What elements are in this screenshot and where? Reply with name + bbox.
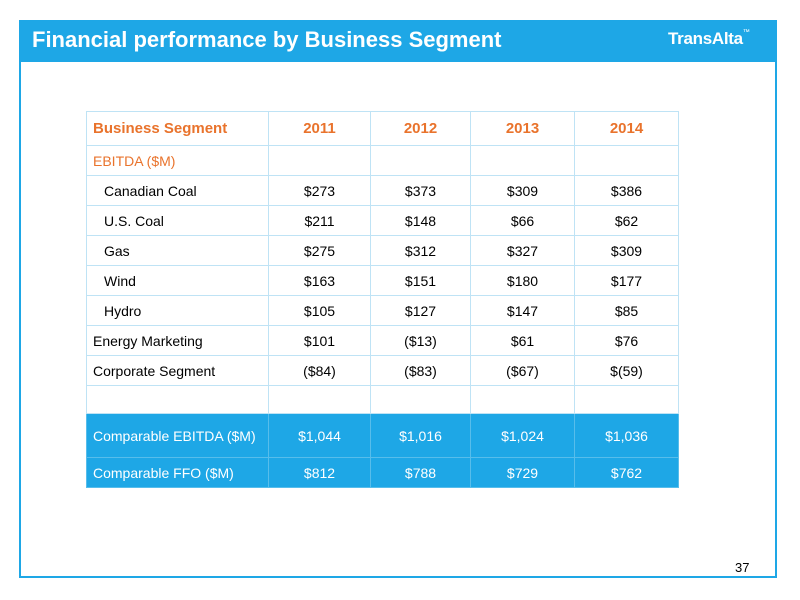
table-cell: ($83) — [370, 355, 471, 386]
table-cell — [370, 385, 471, 414]
row-label: Corporate Segment — [86, 355, 269, 386]
title-bar — [19, 20, 777, 62]
table-cell: ($13) — [370, 325, 471, 356]
slide-title: Financial performance by Business Segmen… — [32, 27, 502, 52]
section-row-ebitda: EBITDA ($M) — [86, 145, 679, 176]
table-cell: $1,036 — [574, 413, 679, 458]
row-label: Hydro — [86, 295, 269, 326]
table-cell — [574, 385, 679, 414]
table-header-row: Business Segment 2011 2012 2013 2014 — [86, 111, 679, 146]
table-row: Canadian Coal $273 $373 $309 $386 — [86, 175, 679, 206]
table-cell — [470, 385, 575, 414]
table-cell: $85 — [574, 295, 679, 326]
summary-row-ffo: Comparable FFO ($M) $812 $788 $729 $762 — [86, 457, 679, 488]
header-2013: 2013 — [470, 111, 575, 146]
table-cell: $151 — [370, 265, 471, 296]
summary-row-ebitda: Comparable EBITDA ($M) $1,044 $1,016 $1,… — [86, 413, 679, 458]
row-label: U.S. Coal — [86, 205, 269, 236]
table-cell: ($67) — [470, 355, 575, 386]
table-row: Corporate Segment ($84) ($83) ($67) $(59… — [86, 355, 679, 386]
table-cell: $327 — [470, 235, 575, 266]
page-number: 37 — [735, 560, 750, 575]
table-cell: $105 — [268, 295, 371, 326]
table-row: Hydro $105 $127 $147 $85 — [86, 295, 679, 326]
table-cell: $1,044 — [268, 413, 371, 458]
table-cell: $312 — [370, 235, 471, 266]
table-cell: $211 — [268, 205, 371, 236]
table-cell — [574, 145, 679, 176]
table-cell: $147 — [470, 295, 575, 326]
section-label: EBITDA ($M) — [86, 145, 269, 176]
table-cell: $(59) — [574, 355, 679, 386]
table-cell: $309 — [470, 175, 575, 206]
logo-trademark: ™ — [742, 29, 750, 36]
row-label: Canadian Coal — [86, 175, 269, 206]
row-label: Gas — [86, 235, 269, 266]
row-label: Comparable FFO ($M) — [86, 457, 269, 488]
table-cell: $275 — [268, 235, 371, 266]
table-row: Energy Marketing $101 ($13) $61 $76 — [86, 325, 679, 356]
table-cell: $729 — [470, 457, 575, 488]
table-cell: $788 — [370, 457, 471, 488]
table-cell: $62 — [574, 205, 679, 236]
table-cell: $1,016 — [370, 413, 471, 458]
table-cell: $177 — [574, 265, 679, 296]
table-cell — [268, 145, 371, 176]
table-cell: $127 — [370, 295, 471, 326]
table-cell: $61 — [470, 325, 575, 356]
table-cell: $76 — [574, 325, 679, 356]
table-cell — [268, 385, 371, 414]
table-cell — [86, 385, 269, 414]
header-2014: 2014 — [574, 111, 679, 146]
logo-text: TransAlta — [668, 29, 743, 48]
table-cell: ($84) — [268, 355, 371, 386]
header-business-segment: Business Segment — [86, 111, 269, 146]
table-cell: $373 — [370, 175, 471, 206]
table-cell: $273 — [268, 175, 371, 206]
table-row: Wind $163 $151 $180 $177 — [86, 265, 679, 296]
header-2012: 2012 — [370, 111, 471, 146]
financial-performance-table: Business Segment 2011 2012 2013 2014 EBI… — [86, 111, 679, 488]
row-label: Comparable EBITDA ($M) — [86, 413, 269, 458]
table-cell: $309 — [574, 235, 679, 266]
table-cell: $180 — [470, 265, 575, 296]
table-cell — [370, 145, 471, 176]
table-cell: $101 — [268, 325, 371, 356]
blank-row — [86, 385, 679, 414]
table-cell: $812 — [268, 457, 371, 488]
table-cell: $762 — [574, 457, 679, 488]
table-cell: $148 — [370, 205, 471, 236]
table-cell: $66 — [470, 205, 575, 236]
header-2011: 2011 — [268, 111, 371, 146]
table-row: U.S. Coal $211 $148 $66 $62 — [86, 205, 679, 236]
table-row: Gas $275 $312 $327 $309 — [86, 235, 679, 266]
table-cell — [470, 145, 575, 176]
table-cell: $386 — [574, 175, 679, 206]
table-cell: $1,024 — [470, 413, 575, 458]
transalta-logo: TransAlta™ — [668, 29, 750, 49]
table-cell: $163 — [268, 265, 371, 296]
row-label: Energy Marketing — [86, 325, 269, 356]
row-label: Wind — [86, 265, 269, 296]
